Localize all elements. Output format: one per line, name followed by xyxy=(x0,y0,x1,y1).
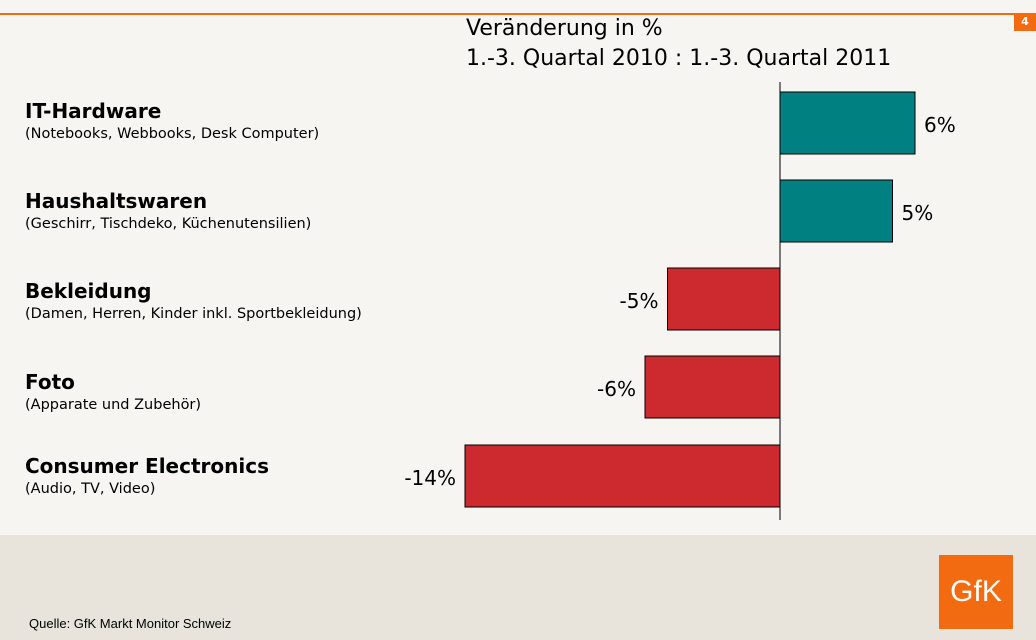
category-name: Bekleidung xyxy=(25,279,152,303)
category-subtitle: (Notebooks, Webbooks, Desk Computer) xyxy=(25,126,320,142)
data-label: -6% xyxy=(597,377,636,401)
category-name: Haushaltswaren xyxy=(25,189,208,213)
bar xyxy=(464,444,781,508)
bar xyxy=(779,91,916,155)
category-name: Consumer Electronics xyxy=(25,454,269,478)
bar xyxy=(644,355,781,419)
bar xyxy=(667,267,781,331)
category-label: Foto (Apparate und Zubehör) xyxy=(25,369,201,415)
title-line-2: 1.-3. Quartal 2010 : 1.-3. Quartal 2011 xyxy=(466,46,892,71)
category-name: IT-Hardware xyxy=(25,99,162,123)
category-subtitle: (Audio, TV, Video) xyxy=(25,481,156,497)
category-subtitle: (Apparate und Zubehör) xyxy=(25,397,202,413)
data-label: 6% xyxy=(924,113,956,137)
title-line-1: Veränderung in % xyxy=(466,16,663,41)
data-label: -14% xyxy=(404,466,456,490)
category-label: Bekleidung (Damen, Herren, Kinder inkl. S… xyxy=(25,278,362,324)
source-note: Quelle: GfK Markt Monitor Schweiz xyxy=(29,616,232,631)
category-subtitle: (Damen, Herren, Kinder inkl. Sportbeklei… xyxy=(25,306,362,322)
category-subtitle: (Geschirr, Tischdeko, Küchenutensilien) xyxy=(25,216,312,232)
gfk-logo: GfK xyxy=(939,555,1013,629)
chart-title: Veränderung in % 1.-3. Quartal 2010 : 1.… xyxy=(466,14,891,74)
footer-band xyxy=(0,535,1036,640)
category-label: Haushaltswaren (Geschirr, Tischdeko, Küch… xyxy=(25,188,311,234)
category-label: Consumer Electronics (Audio, TV, Video) xyxy=(25,453,269,499)
category-name: Foto xyxy=(25,370,75,394)
bar xyxy=(779,179,893,243)
data-label: 5% xyxy=(902,201,934,225)
page-number: 4 xyxy=(1014,13,1036,31)
data-label: -5% xyxy=(620,289,659,313)
top-rule xyxy=(0,13,1036,15)
category-label: IT-Hardware (Notebooks, Webbooks, Desk Co… xyxy=(25,98,319,144)
